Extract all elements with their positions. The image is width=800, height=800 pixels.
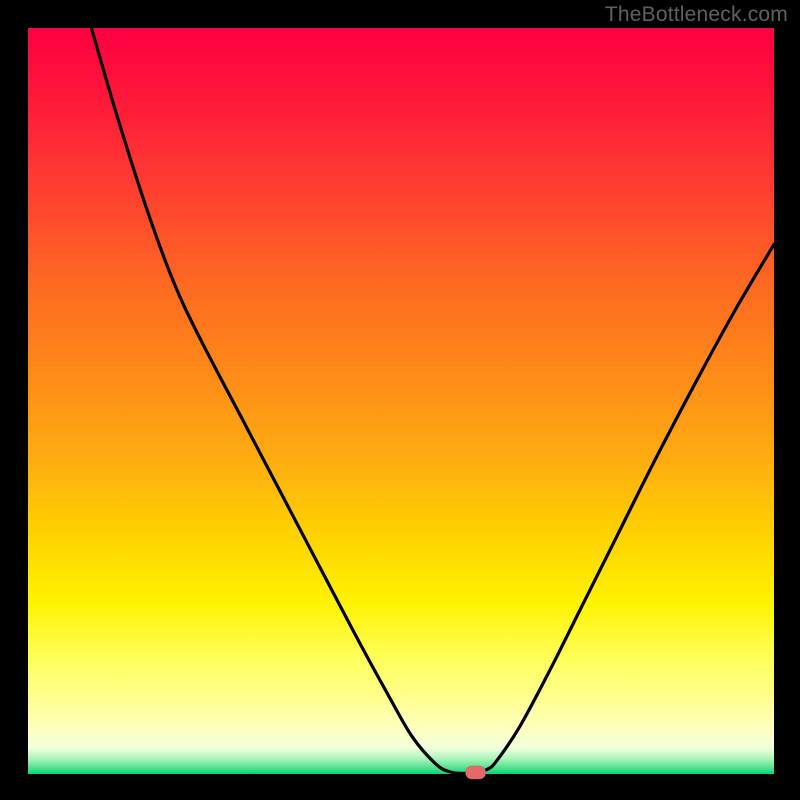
optimal-point-marker bbox=[466, 766, 486, 779]
chart-plot-background bbox=[28, 28, 774, 774]
watermark-text: TheBottleneck.com bbox=[605, 3, 788, 27]
bottleneck-chart bbox=[0, 0, 800, 800]
